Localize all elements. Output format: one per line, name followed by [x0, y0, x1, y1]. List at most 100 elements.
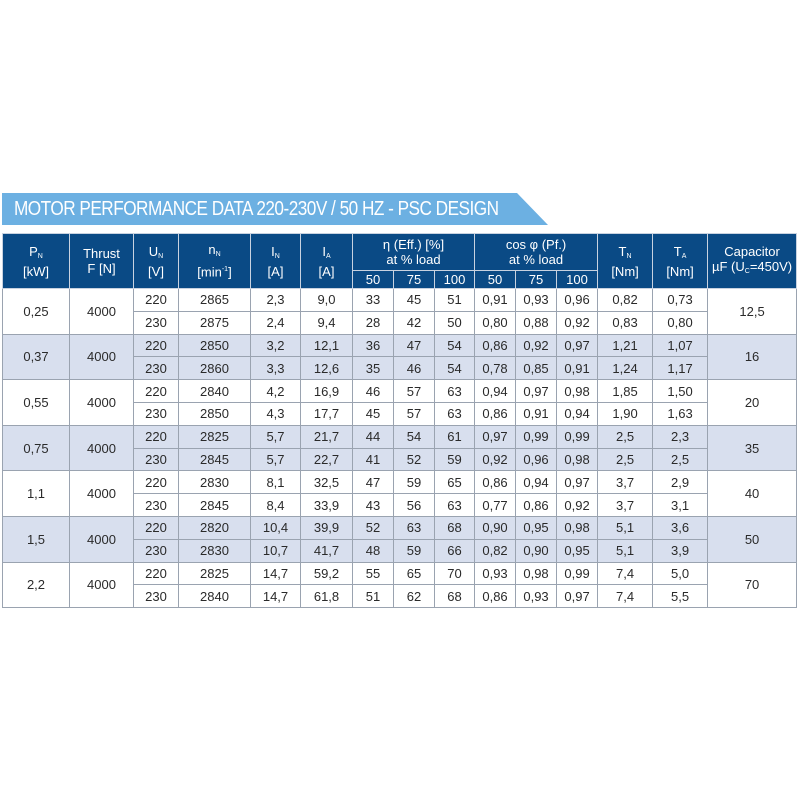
cell-pf-100: 0,98 — [556, 447, 599, 472]
cell-eff-50: 46 — [352, 379, 394, 403]
cell-pf-75: 0,95 — [515, 515, 558, 540]
header-un: UN [V] — [133, 233, 179, 289]
cell-eff-50: 48 — [352, 538, 394, 563]
cell-tn: 2,5 — [597, 447, 654, 472]
cell-pf-75: 0,97 — [515, 379, 558, 403]
cell-nn: 2850 — [178, 333, 251, 358]
cell-pf-100: 0,98 — [556, 515, 599, 540]
cell-eff-75: 57 — [393, 379, 435, 403]
table-row: 1,5 4000 220 2820 10,4 39,9 52 63 68 0,90 0,95 0,98… — [2, 515, 798, 563]
cell-ta: 1,50 — [652, 379, 709, 403]
cell-tn: 1,21 — [597, 333, 654, 358]
cell-in: 3,3 — [250, 356, 301, 381]
cell-pf-100: 0,95 — [556, 538, 599, 563]
cell-eff-100: 68 — [433, 584, 476, 609]
table-row: 2,2 4000 220 2825 14,7 59,2 55 65 70 0,93 0,98 0,99… — [2, 561, 798, 609]
cell-eff-50: 44 — [352, 424, 394, 449]
cell-eff-75: 62 — [393, 584, 435, 609]
table-row: 0,55 4000 220 2840 4,2 16,9 46 57 63 0,94 0,97 0,98… — [2, 379, 798, 426]
page-title: MOTOR PERFORMANCE DATA 220-230V / 50 HZ … — [14, 198, 499, 220]
cell-capacitor: 35 — [707, 424, 798, 472]
header-eff-50: 50 — [352, 270, 394, 289]
cell-thrust: 4000 — [69, 288, 134, 335]
cell-un: 220 — [133, 424, 179, 449]
cell-pf-75: 0,94 — [515, 470, 558, 495]
table-row: 230 2845 5,7 22,7 41 52 59 0,92 0,96 0,98 2,5 2,5 — [3, 447, 797, 472]
cell-pf-100: 0,99 — [556, 561, 599, 586]
cell-eff-75: 65 — [393, 561, 435, 586]
cell-capacitor: 40 — [707, 470, 798, 517]
header-nn: nN [min-1] — [178, 233, 251, 289]
cell-thrust: 4000 — [69, 424, 134, 472]
cell-pf-75: 0,86 — [515, 493, 558, 517]
cell-ta: 5,0 — [652, 561, 709, 586]
cell-nn: 2850 — [178, 401, 251, 426]
cell-eff-75: 63 — [393, 515, 435, 540]
cell-un: 230 — [133, 493, 179, 517]
cell-in: 3,2 — [250, 333, 301, 358]
cell-nn: 2865 — [178, 288, 251, 312]
cell-pf-50: 0,91 — [474, 288, 517, 312]
cell-ia: 12,6 — [300, 356, 353, 381]
cell-pf-100: 0,92 — [556, 493, 599, 517]
cell-eff-75: 47 — [393, 333, 435, 358]
cell-eff-100: 63 — [433, 401, 476, 426]
cell-ta: 2,9 — [652, 470, 709, 495]
cell-ia: 39,9 — [300, 515, 353, 540]
cell-nn: 2825 — [178, 424, 251, 449]
cell-ia: 22,7 — [300, 447, 353, 472]
cell-eff-75: 45 — [393, 288, 435, 312]
cell-un: 230 — [133, 356, 179, 381]
cell-pf-75: 0,93 — [515, 288, 558, 312]
cell-eff-75: 59 — [393, 470, 435, 495]
cell-in: 5,7 — [250, 424, 301, 449]
cell-pf-100: 0,91 — [556, 356, 599, 381]
cell-pf-75: 0,98 — [515, 561, 558, 586]
cell-ta: 1,17 — [652, 356, 709, 381]
cell-capacitor: 50 — [707, 515, 798, 563]
table-row: 0,75 4000 220 2825 5,7 21,7 44 54 61 0,97 0,99 0,99… — [2, 424, 798, 472]
cell-ta: 3,1 — [652, 493, 709, 517]
table-row: 230 2840 14,7 61,8 51 62 68 0,86 0,93 0,97 7,4 5,5 — [3, 584, 797, 609]
cell-pf-50: 0,80 — [474, 310, 517, 335]
cell-capacitor: 70 — [707, 561, 798, 609]
cell-eff-100: 59 — [433, 447, 476, 472]
cell-un: 220 — [133, 379, 179, 403]
cell-pn: 0,55 — [2, 379, 70, 426]
cell-in: 14,7 — [250, 584, 301, 609]
cell-eff-50: 52 — [352, 515, 394, 540]
cell-eff-50: 35 — [352, 356, 394, 381]
cell-ia: 9,4 — [300, 310, 353, 335]
cell-pf-100: 0,99 — [556, 424, 599, 449]
cell-eff-100: 54 — [433, 356, 476, 381]
cell-in: 8,4 — [250, 493, 301, 517]
cell-ta: 0,73 — [652, 288, 709, 312]
cell-ia: 59,2 — [300, 561, 353, 586]
cell-eff-50: 45 — [352, 401, 394, 426]
cell-eff-100: 68 — [433, 515, 476, 540]
cell-eff-75: 42 — [393, 310, 435, 335]
cell-eff-100: 66 — [433, 538, 476, 563]
header-pf-100: 100 — [556, 270, 599, 289]
cell-pn: 0,75 — [2, 424, 70, 472]
cell-thrust: 4000 — [69, 333, 134, 381]
motor-performance-table: PN [kW] Thrust F [N] UN [V] nN [min-1] IN [A]… — [2, 233, 798, 609]
cell-eff-100: 50 — [433, 310, 476, 335]
cell-nn: 2845 — [178, 493, 251, 517]
table-row: 230 2830 10,7 41,7 48 59 66 0,82 0,90 0,95 5,1 3,9 — [3, 538, 797, 563]
cell-un: 220 — [133, 333, 179, 358]
cell-tn: 2,5 — [597, 424, 654, 449]
cell-ia: 61,8 — [300, 584, 353, 609]
cell-in: 2,3 — [250, 288, 301, 312]
cell-un: 220 — [133, 561, 179, 586]
cell-tn: 3,7 — [597, 470, 654, 495]
cell-pf-100: 0,97 — [556, 470, 599, 495]
cell-ia: 12,1 — [300, 333, 353, 358]
cell-eff-50: 51 — [352, 584, 394, 609]
cell-capacitor: 12,5 — [707, 288, 798, 335]
cell-thrust: 4000 — [69, 470, 134, 517]
cell-pf-50: 0,82 — [474, 538, 517, 563]
cell-ia: 16,9 — [300, 379, 353, 403]
cell-ta: 1,07 — [652, 333, 709, 358]
cell-in: 10,4 — [250, 515, 301, 540]
